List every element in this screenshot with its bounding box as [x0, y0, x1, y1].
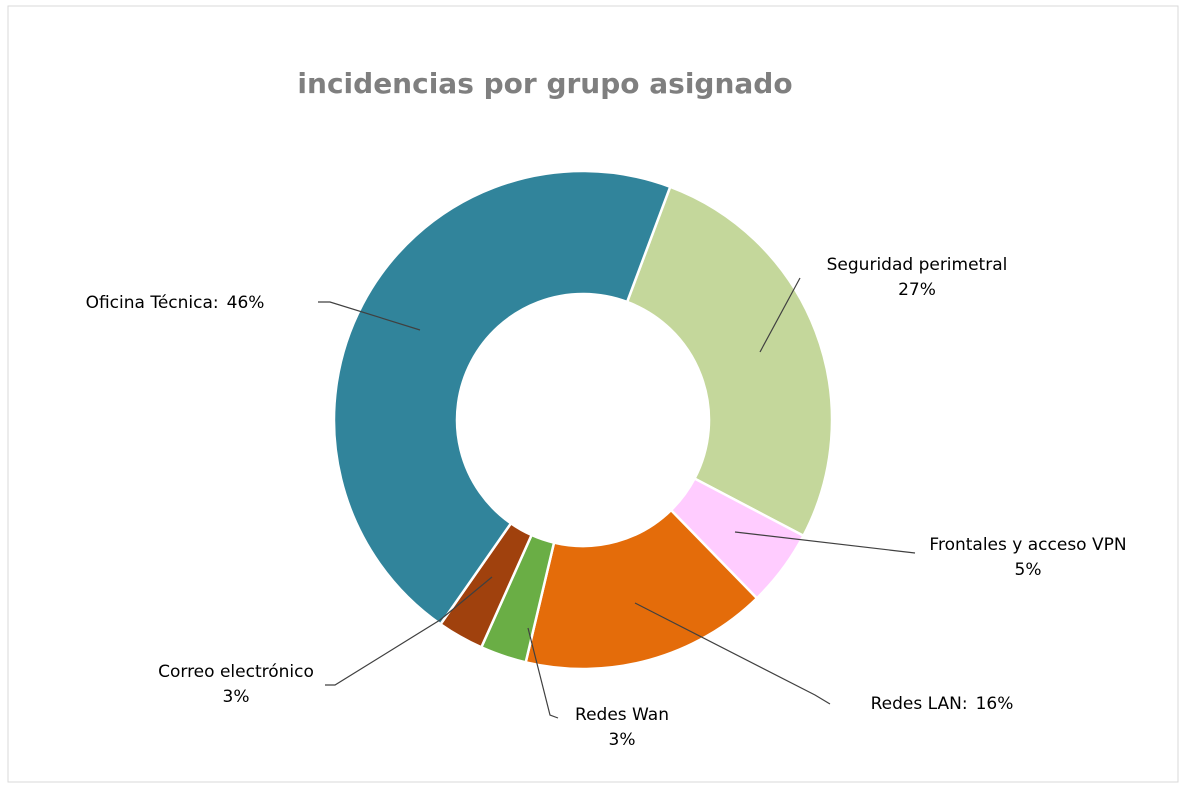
- donut-slice: [524, 508, 759, 671]
- data-label-value: 16%: [976, 694, 1014, 714]
- data-label-name: Correo electrónico: [158, 662, 314, 682]
- leader-line: [325, 576, 493, 686]
- donut-slice: [625, 185, 834, 538]
- data-label-value: 3%: [223, 687, 250, 707]
- leader-line: [734, 531, 916, 554]
- data-label: Redes LAN: 16%: [871, 694, 1014, 714]
- chart-title: incidencias por grupo asignado: [297, 67, 792, 100]
- data-label-name: Frontales y acceso VPN: [929, 535, 1126, 555]
- donut-slice: [332, 169, 672, 626]
- leader-line: [318, 301, 421, 331]
- leader-line: [759, 277, 801, 353]
- data-label-name: Oficina Técnica:: [86, 293, 219, 313]
- leader-line: [527, 627, 559, 719]
- leader-line: [634, 602, 831, 705]
- data-label-value: 27%: [898, 280, 936, 300]
- data-label-name: Redes LAN:: [871, 694, 968, 714]
- data-label-value: 3%: [609, 730, 636, 750]
- data-label-name: Redes Wan: [575, 705, 669, 725]
- data-label-name: Seguridad perimetral: [827, 255, 1008, 275]
- data-label-value: 5%: [1015, 560, 1042, 580]
- data-label: Oficina Técnica: 46%: [86, 293, 265, 313]
- data-label-value: 46%: [227, 293, 265, 313]
